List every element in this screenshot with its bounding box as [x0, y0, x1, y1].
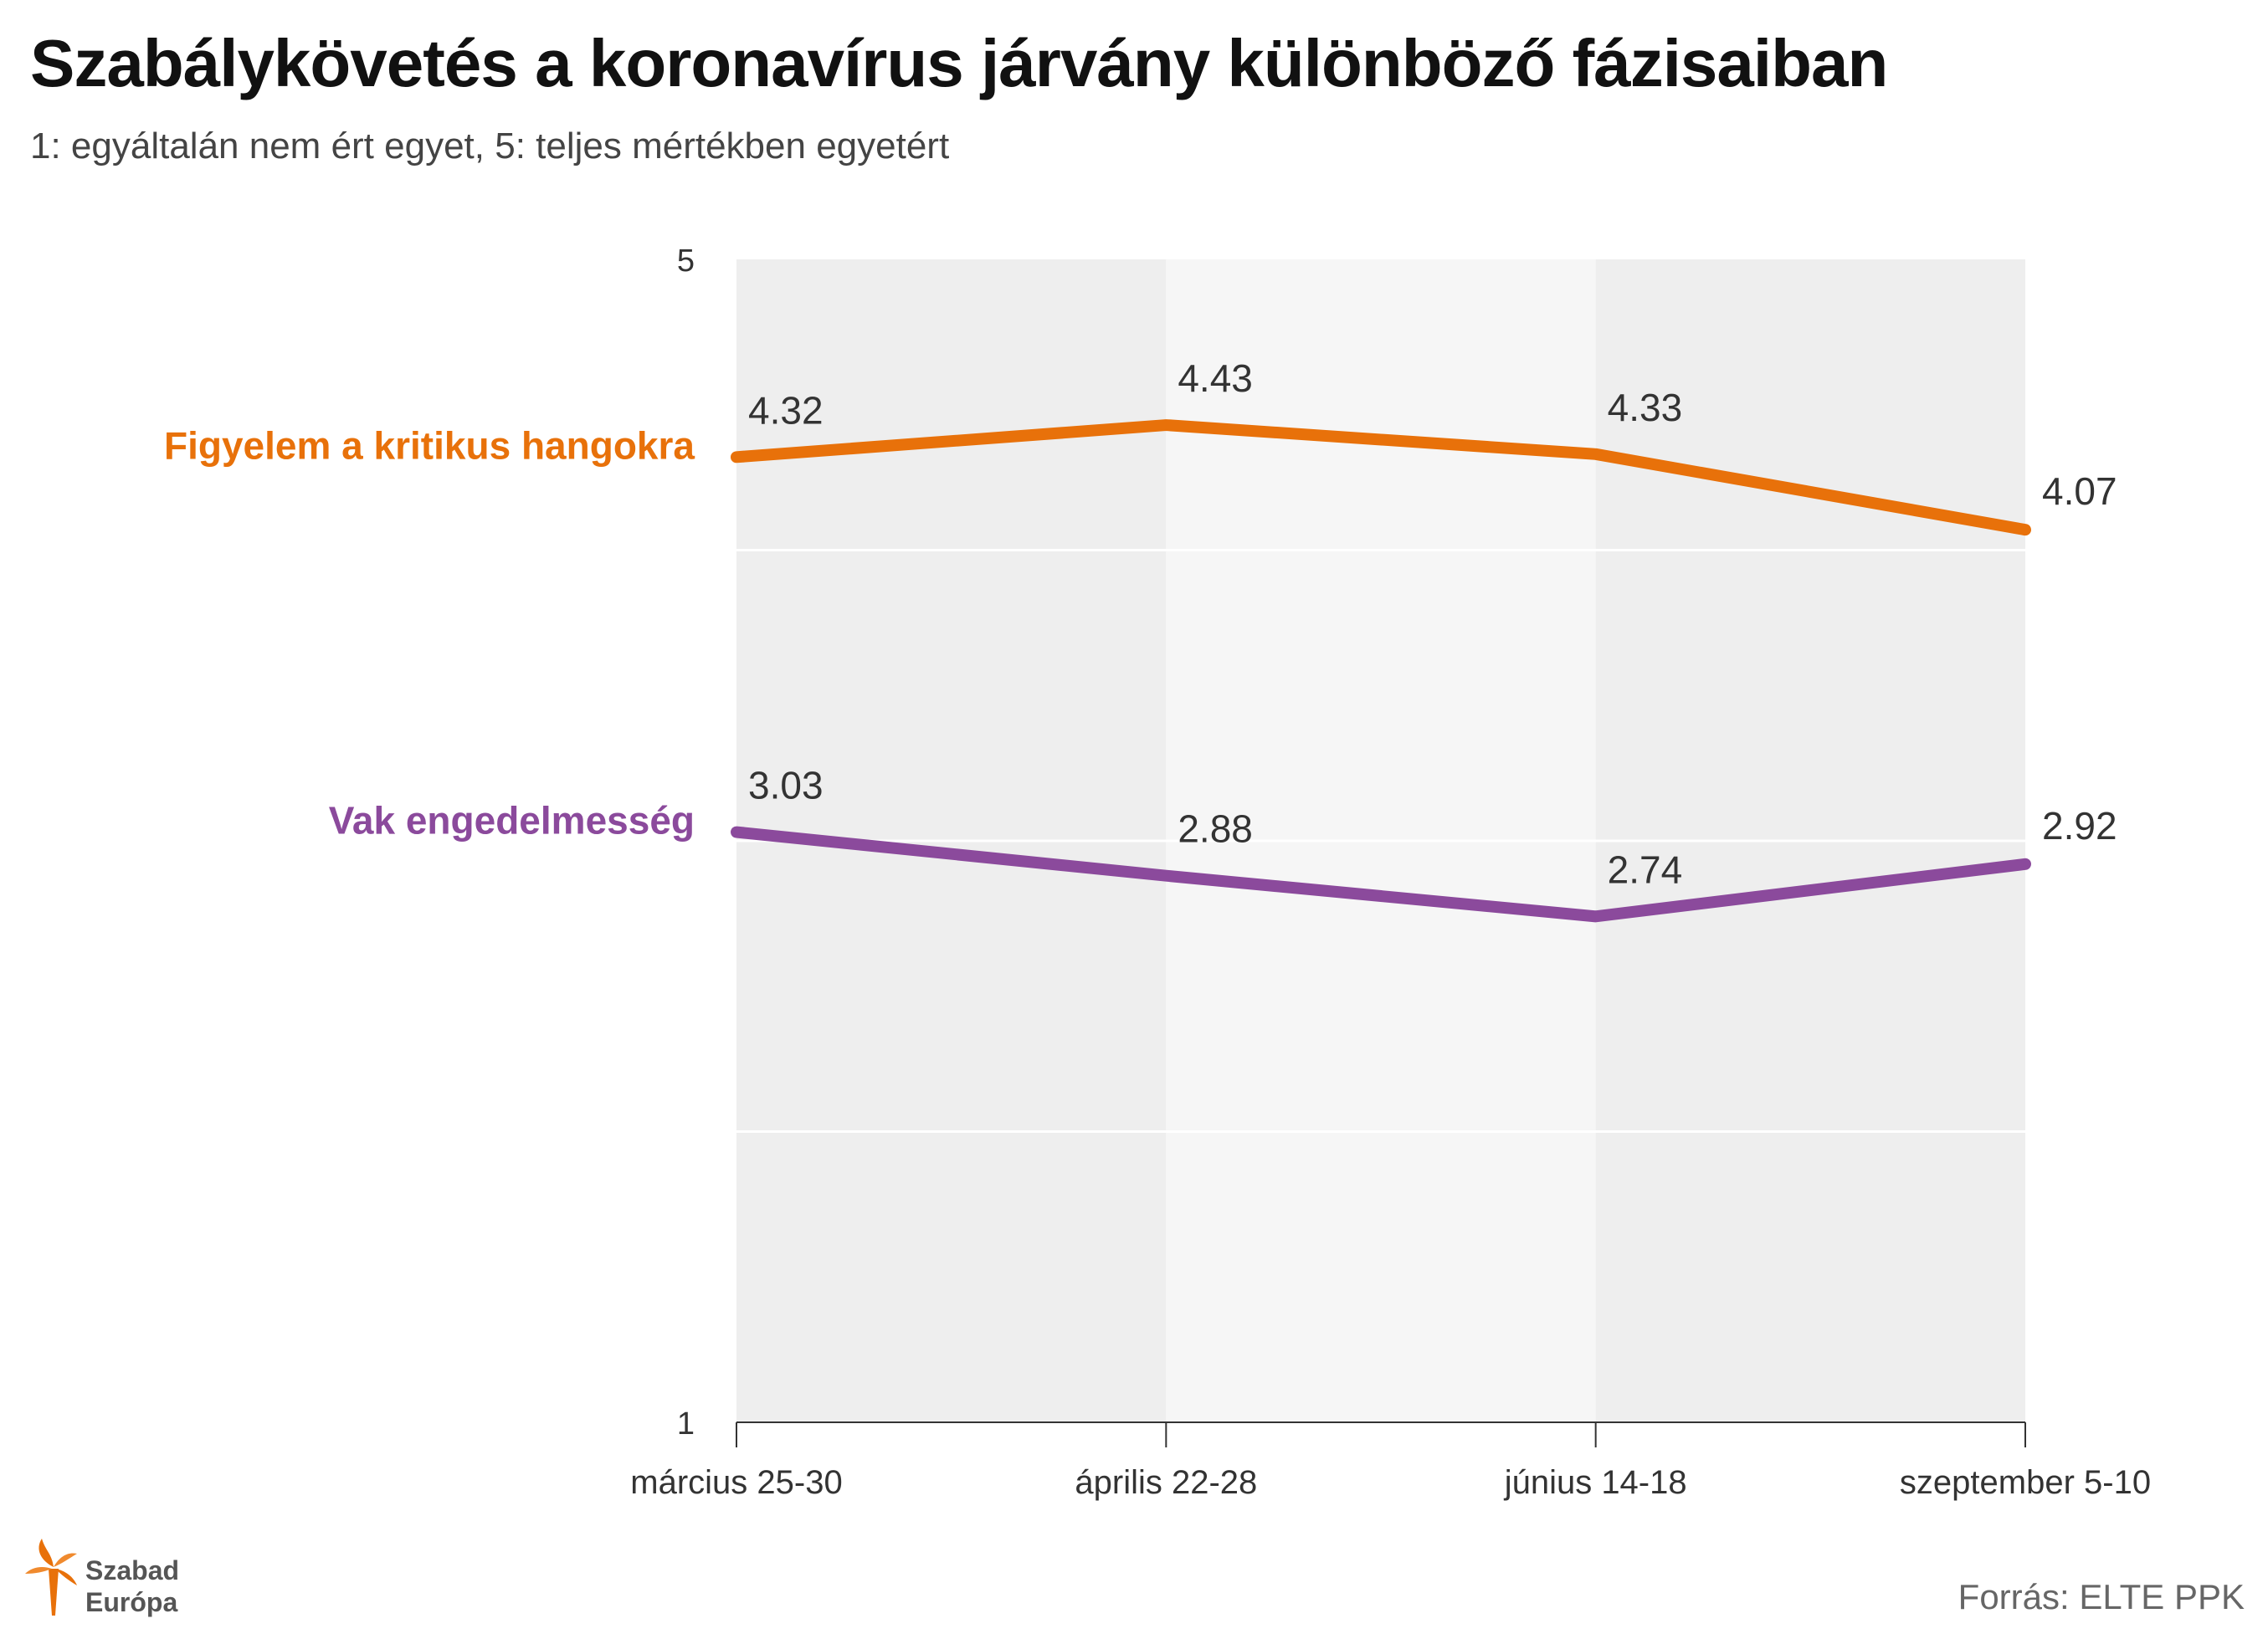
logo-line-1: Szabad: [85, 1555, 180, 1585]
logo-line-2: Európa: [85, 1587, 178, 1617]
x-tick-label: június 14-18: [1504, 1464, 1687, 1501]
data-label: 4.33: [1608, 386, 1683, 429]
data-label: 2.74: [1608, 848, 1683, 891]
series-label: Figyelem a kritikus hangokra: [164, 423, 695, 467]
data-label: 4.07: [2042, 469, 2117, 513]
series-line: [731, 419, 2031, 536]
torch-icon: [25, 1539, 77, 1616]
data-label: 2.88: [1178, 807, 1253, 851]
series-line: [731, 826, 2031, 923]
data-label: 4.32: [748, 388, 824, 432]
x-tick-label: március 25-30: [630, 1464, 842, 1501]
source-note: Forrás: ELTE PPK: [1958, 1577, 2245, 1616]
chart-title: Szabálykövetés a koronavírus járvány kül…: [30, 26, 1888, 100]
y-tick-label: 5: [677, 243, 695, 279]
logo-text: Szabad Európa: [85, 1554, 179, 1618]
chart-subtitle: 1: egyáltalán nem ért egyet, 5: teljes m…: [30, 125, 950, 166]
x-tick-label: április 22-28: [1075, 1464, 1257, 1501]
data-label: 3.03: [748, 764, 824, 807]
data-label: 4.43: [1178, 356, 1253, 400]
y-tick-label: 1: [677, 1406, 695, 1442]
series-label: Vak engedelmesség: [329, 799, 695, 843]
data-label: 2.92: [2042, 804, 2117, 848]
x-tick-label: szeptember 5-10: [1900, 1464, 2151, 1501]
